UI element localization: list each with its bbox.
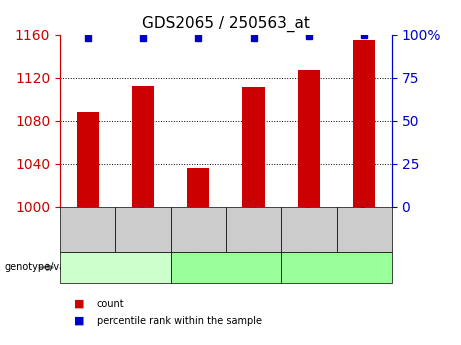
Text: GSM37645: GSM37645 [83,205,92,254]
Text: GSM37650: GSM37650 [360,205,369,254]
Text: GSM37649: GSM37649 [304,205,313,254]
Text: GSM37646: GSM37646 [138,205,148,254]
Title: GDS2065 / 250563_at: GDS2065 / 250563_at [142,16,310,32]
Bar [132,86,154,207]
Text: ■: ■ [74,316,84,326]
Text: control: control [98,263,132,272]
Text: mR164b transgenic: mR164b transgenic [178,263,274,272]
Bar [353,40,375,207]
Text: mR172a transgenic: mR172a transgenic [289,263,384,272]
Text: percentile rank within the sample: percentile rank within the sample [97,316,262,326]
Text: GSM37647: GSM37647 [194,205,203,254]
Bar [77,112,99,207]
Text: genotype/variation: genotype/variation [5,263,97,272]
Text: count: count [97,299,124,308]
Text: ■: ■ [74,299,84,308]
Bar [187,168,209,207]
Text: GSM37648: GSM37648 [249,205,258,254]
Bar [298,70,320,207]
Bar [242,87,265,207]
